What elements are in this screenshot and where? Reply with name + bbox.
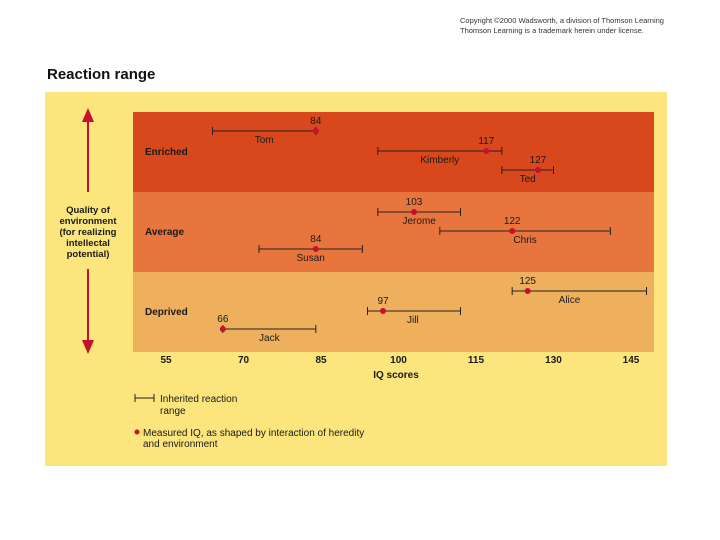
measured-iq-dot-jack bbox=[219, 326, 226, 332]
y-axis-label-line: intellectal bbox=[66, 238, 110, 249]
iq-value-label-chris: 122 bbox=[504, 216, 521, 227]
x-axis-label: IQ scores bbox=[373, 370, 419, 381]
measured-iq-dot-kimberly bbox=[483, 148, 490, 154]
iq-value-label-kimberly: 117 bbox=[478, 136, 494, 147]
legend-measured-label: and environment bbox=[143, 439, 218, 450]
x-tick-label: 55 bbox=[160, 355, 172, 366]
x-tick-label: 70 bbox=[238, 355, 250, 366]
measured-iq-dot-ted bbox=[535, 167, 541, 173]
x-tick-label: 145 bbox=[623, 355, 640, 366]
person-label-alice: Alice bbox=[559, 295, 581, 306]
measured-iq-dot-susan bbox=[312, 246, 319, 252]
copyright-line-1: Copyright ©2000 Wadsworth, a division of… bbox=[460, 16, 664, 25]
x-tick-label: 100 bbox=[390, 355, 407, 366]
chart-title: Reaction range bbox=[47, 66, 156, 83]
x-tick-label: 85 bbox=[315, 355, 327, 366]
x-tick-label: 115 bbox=[468, 355, 485, 366]
measured-iq-dot-jerome bbox=[411, 209, 417, 215]
arrow-head-up bbox=[82, 108, 94, 122]
y-axis-label-line: (for realizing bbox=[59, 227, 116, 238]
legend-range-label: Inherited reaction bbox=[160, 394, 237, 405]
x-tick-label: 130 bbox=[545, 355, 562, 366]
band-average bbox=[133, 192, 654, 272]
y-axis-label-line: environment bbox=[59, 216, 117, 227]
y-axis-label-line: Quality of bbox=[66, 205, 111, 216]
person-label-jerome: Jerome bbox=[402, 216, 436, 227]
legend-range-label: range bbox=[160, 406, 186, 417]
legend-measured-label: Measured IQ, as shaped by interaction of… bbox=[143, 428, 364, 439]
person-label-jack: Jack bbox=[259, 333, 281, 344]
arrow-head-down bbox=[82, 340, 94, 354]
person-label-chris: Chris bbox=[513, 235, 536, 246]
legend-measured-dot bbox=[134, 429, 140, 435]
person-label-jill: Jill bbox=[407, 315, 419, 326]
band-enriched bbox=[133, 112, 654, 192]
person-label-tom: Tom bbox=[255, 135, 274, 146]
measured-iq-dot-chris bbox=[509, 228, 516, 234]
band-label-average: Average bbox=[145, 227, 185, 238]
band-label-enriched: Enriched bbox=[145, 147, 188, 158]
iq-value-label-jill: 97 bbox=[377, 296, 389, 307]
band-label-deprived: Deprived bbox=[145, 307, 188, 318]
iq-value-label-susan: 84 bbox=[310, 234, 322, 245]
iq-value-label-alice: 125 bbox=[519, 276, 536, 287]
copyright-line-2: Thomson Learning is a trademark herein u… bbox=[460, 26, 644, 35]
iq-value-label-tom: 84 bbox=[310, 116, 322, 127]
person-label-ted: Ted bbox=[520, 174, 536, 185]
reaction-range-chart: Enriched Average Deprived Quality ofenviron… bbox=[59, 108, 654, 450]
measured-iq-dot-alice bbox=[524, 288, 531, 294]
person-label-susan: Susan bbox=[296, 253, 324, 264]
iq-value-label-jack: 66 bbox=[217, 314, 229, 325]
iq-value-label-jerome: 103 bbox=[406, 197, 423, 208]
iq-value-label-ted: 127 bbox=[530, 155, 547, 166]
copyright-notice: Copyright ©2000 Wadsworth, a division of… bbox=[460, 16, 664, 36]
measured-iq-dot-tom bbox=[312, 128, 319, 134]
band-deprived bbox=[133, 272, 654, 352]
measured-iq-dot-jill bbox=[380, 308, 386, 314]
y-axis-label-line: potential) bbox=[67, 249, 110, 260]
person-label-kimberly: Kimberly bbox=[420, 155, 459, 166]
